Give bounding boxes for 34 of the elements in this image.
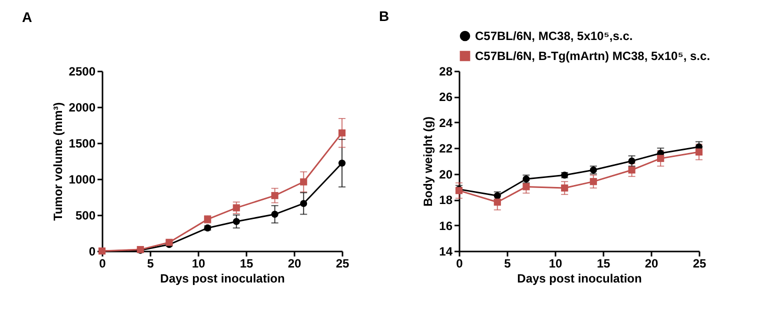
y-axis-title: Tumor volume (mm³) <box>50 102 65 221</box>
x-axis-title: Days post inoculation <box>517 272 642 286</box>
x-tick-label: 20 <box>644 256 658 270</box>
x-tick-label: 10 <box>192 256 206 270</box>
x-tick-label: 25 <box>692 256 706 270</box>
legend-label: C57BL/6N, MC38, 5x10⁵,s.c. <box>475 29 633 43</box>
y-tick-label: 20 <box>439 167 453 182</box>
chart-title: B <box>379 8 390 24</box>
y-tick-label: 28 <box>439 64 453 78</box>
y-tick-label: 500 <box>75 208 96 222</box>
chart-title: A <box>22 9 32 25</box>
y-tick-label: 1000 <box>68 172 96 186</box>
legend-label: C57BL/6N, B-Tg(mArtn) MC38, 5x10⁵, s.c. <box>475 49 710 63</box>
x-axis-title: Days post inoculation <box>160 272 285 286</box>
x-tick-label: 15 <box>240 256 254 270</box>
y-tick-label: 16 <box>439 218 453 233</box>
y-tick-label: 2000 <box>68 100 96 114</box>
x-tick-label: 0 <box>456 256 464 270</box>
x-tick-label: 5 <box>504 256 512 270</box>
y-tick-label: 14 <box>439 244 453 258</box>
x-tick-label: 5 <box>147 256 154 270</box>
x-tick-label: 15 <box>596 256 610 270</box>
y-tick-label: 18 <box>439 193 453 208</box>
y-tick-label: 1500 <box>68 136 96 150</box>
y-tick-label: 2500 <box>68 64 96 78</box>
x-tick-label: 20 <box>288 256 302 270</box>
y-tick-label: 0 <box>88 244 96 258</box>
x-tick-label: 0 <box>99 256 106 270</box>
y-tick-label: 22 <box>439 142 453 156</box>
y-tick-label: 26 <box>439 90 453 104</box>
x-tick-label: 10 <box>548 256 562 270</box>
y-tick-label: 24 <box>439 116 453 130</box>
x-tick-label: 25 <box>336 256 350 270</box>
y-axis-title: Body weight (g) <box>421 116 436 206</box>
